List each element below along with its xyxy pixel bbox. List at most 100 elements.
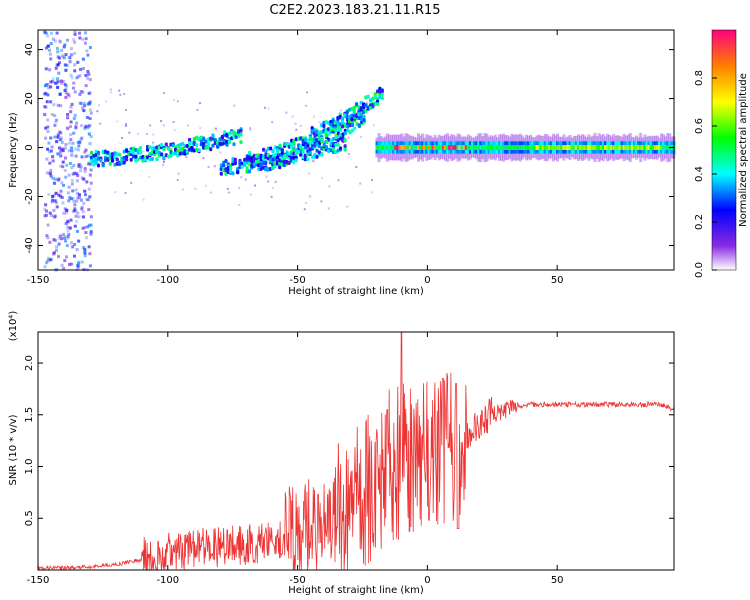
- heatmap-cell: [89, 174, 92, 178]
- heatmap-cell: [59, 164, 63, 168]
- heatmap-cell: [103, 148, 106, 151]
- heatmap-cell: [119, 142, 122, 145]
- heatmap-cell: [48, 240, 52, 244]
- heatmap-cell: [57, 243, 61, 247]
- heatmap-cell: [85, 116, 89, 119]
- heatmap-cell: [408, 145, 412, 150]
- heatmap-cell: [66, 220, 70, 224]
- heatmap-cell: [181, 141, 185, 146]
- heatmap-cell: [74, 188, 78, 192]
- heatmap-cell: [303, 157, 307, 162]
- heatmap-cell: [48, 172, 52, 176]
- heatmap-cell: [77, 144, 81, 148]
- heatmap-cell: [52, 208, 56, 212]
- heatmap-cell: [597, 145, 601, 150]
- heatmap-cell: [359, 107, 363, 112]
- heatmap-cell: [69, 218, 73, 222]
- snr-series-line: [37, 331, 674, 571]
- heatmap-cell: [64, 234, 68, 238]
- heatmap-cell: [155, 150, 159, 155]
- heatmap-cell: [87, 72, 91, 76]
- heatmap-cell: [57, 242, 61, 246]
- heatmap-cell: [185, 156, 188, 159]
- heatmap-cell: [65, 255, 68, 259]
- heatmap-cell: [87, 223, 91, 227]
- heatmap-cell: [45, 46, 48, 50]
- snr-y-axis-label: SNR (10 * v/v): [8, 414, 19, 485]
- heatmap-cell: [49, 168, 53, 172]
- heatmap-cell: [44, 67, 48, 71]
- heatmap-cell: [633, 145, 636, 150]
- heatmap-cell: [78, 92, 82, 96]
- heatmap-cell: [48, 68, 52, 72]
- heatmap-cell: [55, 47, 59, 50]
- heatmap-cell: [481, 145, 485, 150]
- heatmap-cell: [124, 192, 127, 194]
- heatmap-cell: [66, 191, 70, 195]
- heatmap-cell: [278, 153, 282, 157]
- y-tick-label: 1.5: [24, 407, 35, 423]
- heatmap-cell: [56, 50, 60, 54]
- heatmap-cell: [522, 145, 526, 150]
- heatmap-cell: [264, 161, 268, 165]
- heatmap-cell: [197, 148, 201, 153]
- heatmap-cell: [78, 36, 82, 40]
- heatmap-cell: [73, 254, 76, 258]
- heatmap-cell: [80, 124, 83, 128]
- heatmap-cell: [69, 47, 73, 51]
- heatmap-cell: [94, 160, 98, 165]
- heatmap-cell: [45, 209, 48, 213]
- heatmap-cell: [299, 144, 303, 149]
- heatmap-cell: [50, 112, 54, 116]
- heatmap-cell: [66, 116, 70, 120]
- heatmap-cell: [64, 175, 68, 179]
- heatmap-cell: [86, 70, 90, 73]
- heatmap-cell: [78, 193, 81, 197]
- heatmap-cell: [331, 147, 336, 152]
- heatmap-cell: [76, 196, 80, 200]
- heatmap-cell: [79, 165, 83, 169]
- heatmap-cell: [65, 84, 69, 88]
- heatmap-cell: [248, 150, 252, 155]
- heatmap-cell: [468, 145, 472, 150]
- heatmap-cell: [202, 141, 206, 146]
- heatmap-cell: [271, 121, 274, 124]
- heatmap-cell: [119, 93, 122, 96]
- heatmap-cell: [662, 145, 666, 150]
- heatmap-cell: [59, 148, 63, 152]
- heatmap-cell: [450, 145, 454, 150]
- heatmap-cell: [70, 153, 74, 157]
- heatmap-cell: [54, 81, 58, 85]
- heatmap-cell: [305, 104, 308, 107]
- heatmap-cell: [419, 145, 423, 150]
- heatmap-cell: [290, 144, 294, 149]
- heatmap-cell: [64, 156, 67, 160]
- x-tick-label: 50: [551, 575, 564, 586]
- x-tick-label: -50: [289, 275, 305, 286]
- heatmap-cell: [339, 109, 342, 112]
- heatmap-cell: [47, 141, 51, 145]
- heatmap-cell: [99, 122, 102, 125]
- heatmap-cell: [347, 152, 350, 155]
- heatmap-cell: [583, 145, 587, 150]
- heatmap-cell: [188, 137, 192, 142]
- heatmap-cell: [70, 102, 74, 106]
- heatmap-cell: [595, 145, 599, 150]
- heatmap-cell: [512, 145, 516, 150]
- heatmap-cell: [245, 169, 249, 174]
- heatmap-cell: [60, 82, 64, 85]
- heatmap-cell: [299, 125, 302, 127]
- heatmap-cell: [370, 191, 373, 194]
- heatmap-cell: [51, 195, 54, 198]
- heatmap-cell: [63, 146, 67, 150]
- heatmap-cell: [52, 181, 56, 185]
- heatmap-frame: [37, 29, 675, 271]
- heatmap-cell: [601, 145, 605, 150]
- heatmap-cell: [67, 94, 71, 98]
- heatmap-cell: [460, 145, 464, 150]
- heatmap-cell: [118, 152, 122, 157]
- heatmap-cell: [70, 76, 74, 80]
- heatmap-cell: [77, 215, 81, 219]
- heatmap-cell: [101, 163, 105, 168]
